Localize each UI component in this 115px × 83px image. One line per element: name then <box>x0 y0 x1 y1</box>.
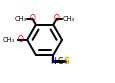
Text: C: C <box>57 57 62 66</box>
Text: O: O <box>53 14 59 23</box>
Text: CH₃: CH₃ <box>14 16 26 22</box>
Text: O: O <box>29 14 35 23</box>
Text: S: S <box>63 57 69 66</box>
Text: O: O <box>17 35 23 44</box>
Text: N: N <box>50 57 56 66</box>
Text: CH₃: CH₃ <box>62 16 74 22</box>
Text: CH₃: CH₃ <box>2 37 14 43</box>
